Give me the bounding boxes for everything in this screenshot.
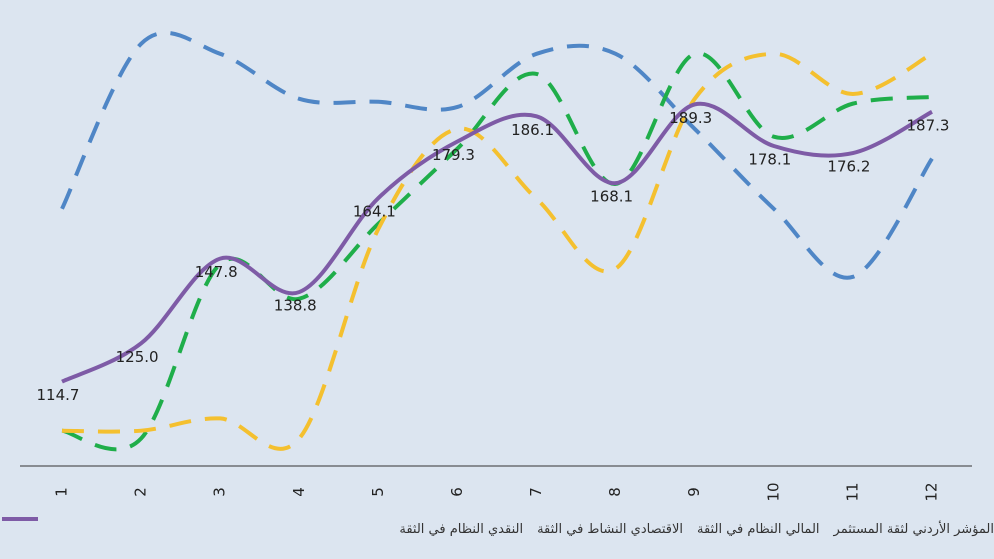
x-tick-label: 2 bbox=[132, 487, 150, 497]
data-label: 125.0 bbox=[116, 348, 159, 366]
data-label: 179.3 bbox=[432, 146, 475, 164]
data-label: 168.1 bbox=[590, 188, 633, 206]
chart: 1 2 3 4 5 6 7 8 9 10 11 12114.7125.0147.8138.8164.1… bbox=[20, 30, 972, 502]
data-label: 138.8 bbox=[274, 297, 317, 315]
legend-label: النقدي النظام في الثقة bbox=[399, 521, 524, 537]
x-tick-label: 11 bbox=[843, 482, 861, 501]
x-tick-label: 5 bbox=[369, 487, 387, 497]
data-label: 178.1 bbox=[748, 150, 791, 168]
series-line bbox=[61, 51, 933, 451]
series-line bbox=[61, 101, 933, 384]
x-tick-label: 6 bbox=[448, 487, 466, 497]
data-label: 187.3 bbox=[907, 116, 950, 134]
legend-item: المالي النظام في الثقة bbox=[2, 517, 820, 537]
series-line bbox=[61, 51, 933, 452]
x-tick-label: 9 bbox=[685, 487, 703, 497]
legend-item: الاقتصادي النشاط في الثقة bbox=[2, 517, 684, 537]
x-tick-label: 3 bbox=[211, 487, 229, 497]
x-tick-label: 8 bbox=[606, 487, 624, 497]
legend-item: النقدي النظام في الثقة bbox=[2, 517, 524, 537]
data-label: 176.2 bbox=[827, 158, 870, 176]
x-tick-label: 7 bbox=[527, 487, 545, 497]
data-label: 186.1 bbox=[511, 121, 554, 139]
legend-label: الاقتصادي النشاط في الثقة bbox=[537, 521, 684, 537]
data-label: 164.1 bbox=[353, 203, 396, 221]
series-line bbox=[60, 30, 934, 280]
data-label: 189.3 bbox=[669, 109, 712, 127]
legend-item: المؤشر الأردني لثقة المستثمر bbox=[2, 517, 994, 537]
x-tick-label: 12 bbox=[923, 482, 941, 501]
legend: النقدي النظام في الثقة الاقتصادي النشاط ف… bbox=[0, 514, 994, 544]
x-tick-label: 10 bbox=[764, 482, 782, 501]
data-label: 114.7 bbox=[37, 386, 80, 404]
legend-swatch bbox=[2, 517, 38, 521]
x-tick-label: 1 bbox=[53, 487, 71, 497]
legend-label: المالي النظام في الثقة bbox=[697, 521, 820, 537]
legend-label: المؤشر الأردني لثقة المستثمر bbox=[833, 521, 994, 537]
data-label: 147.8 bbox=[195, 263, 238, 281]
x-tick-label: 4 bbox=[290, 487, 308, 497]
